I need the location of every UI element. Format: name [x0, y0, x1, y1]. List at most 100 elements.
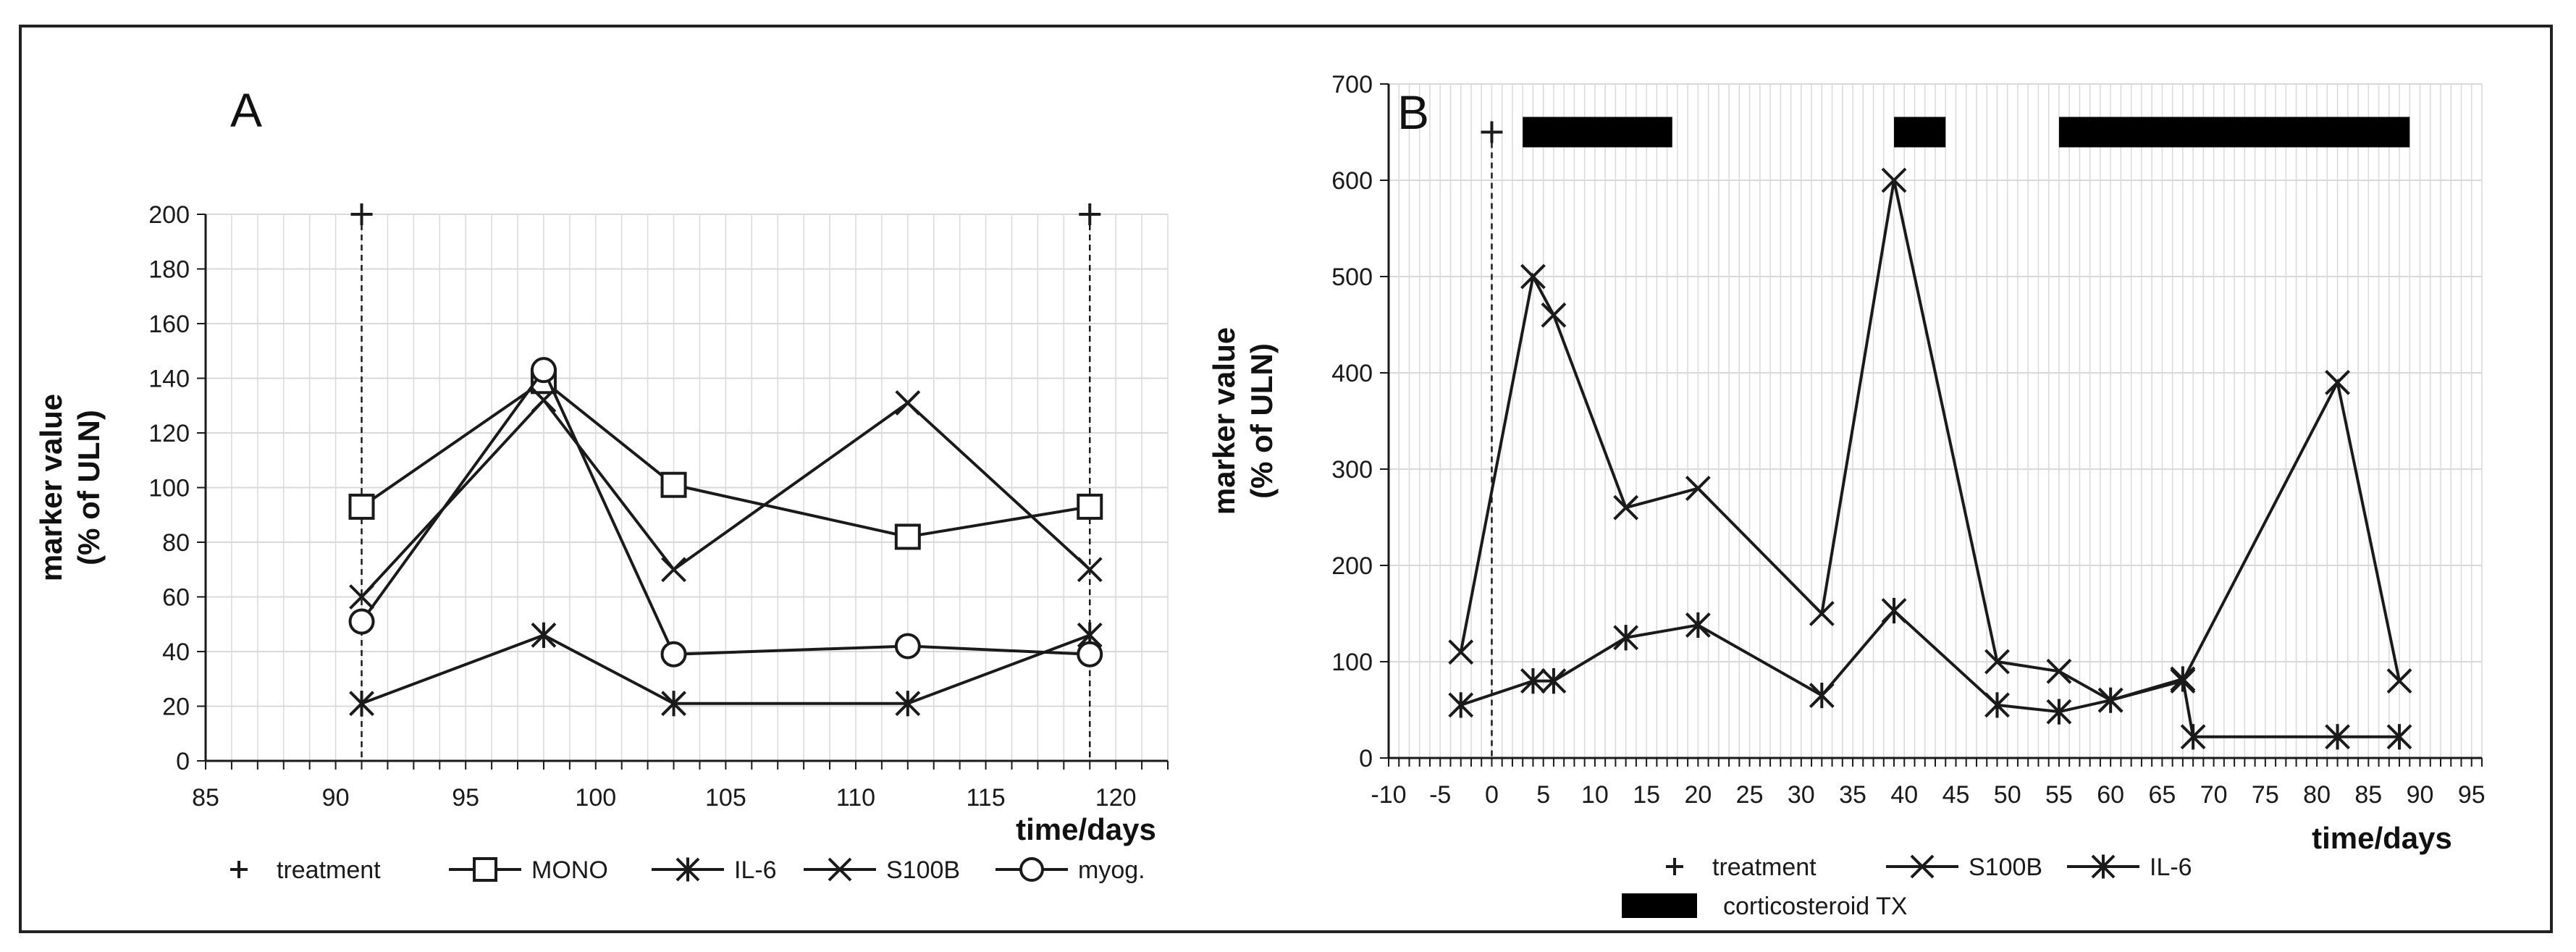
data-point [894, 633, 921, 660]
legend-marker [1019, 857, 1044, 882]
legend-marker [1910, 854, 1935, 879]
marker-x [349, 584, 374, 610]
x-tick-label: -5 [1429, 781, 1451, 809]
y-tick-label: 180 [148, 256, 190, 284]
legend-marker [1666, 858, 1683, 875]
legend-label: S100B [886, 856, 960, 884]
x-tick-label: 0 [1485, 781, 1499, 809]
marker-asterisk [675, 857, 700, 882]
y-tick-label: 400 [1331, 360, 1373, 387]
data-point [2046, 699, 2072, 725]
data-point [2180, 724, 2206, 750]
data-point [1448, 639, 1474, 665]
marker-asterisk [1520, 668, 1546, 694]
x-tick-label: 30 [1788, 781, 1815, 809]
data-point [2097, 687, 2123, 713]
data-point [1448, 692, 1474, 718]
legend-item: myog. [996, 856, 1145, 884]
y-tick-label: 20 [162, 694, 190, 721]
marker-asterisk [2091, 854, 2116, 879]
marker-plus [1079, 203, 1101, 225]
marker-asterisk [661, 691, 686, 717]
x-tick-label: 70 [2200, 781, 2228, 809]
series-s100b [1448, 167, 2412, 713]
marker-asterisk [1448, 692, 1474, 718]
gridlines [1388, 83, 2483, 759]
data-point [2386, 668, 2412, 694]
marker-asterisk [349, 691, 374, 717]
x-tick-label: 55 [2045, 781, 2073, 809]
marker-circle [1077, 641, 1103, 667]
legend-label: IL-6 [734, 856, 777, 884]
x-tick-label: 90 [2407, 781, 2434, 809]
legend-item: S100B [1886, 854, 2042, 881]
marker-asterisk [1541, 668, 1567, 694]
data-point [1613, 494, 1639, 521]
marker-asterisk [2180, 724, 2206, 750]
marker-x [1809, 601, 1835, 626]
series-myog- [348, 357, 1103, 667]
y-tick-label: 80 [162, 529, 190, 557]
x-tick-label: 10 [1581, 781, 1609, 809]
data-point [895, 390, 921, 416]
y-tick-label: 500 [1331, 264, 1373, 291]
marker-x [1613, 494, 1639, 521]
legend-item: treatment [230, 856, 381, 884]
x-tick-label: 65 [2148, 781, 2176, 809]
data-point [2325, 724, 2350, 750]
marker-circle [660, 641, 687, 667]
legend-a: treatment MONO IL-6 S100B myog. [230, 856, 1145, 884]
x-tick-label: 115 [966, 784, 1005, 812]
legend-marker [230, 861, 248, 878]
data-point [660, 471, 687, 498]
x-tick-label: 80 [2303, 781, 2331, 809]
x-tick-label: -10 [1371, 781, 1406, 809]
data-point [348, 608, 375, 635]
marker-asterisk [531, 622, 557, 648]
marker-x [531, 387, 557, 413]
y-axis-label-line: (% of ULN) [1245, 343, 1279, 499]
x-tick-label: 100 [575, 784, 616, 812]
x-tick-label: 35 [1839, 781, 1866, 809]
marker-circle [894, 633, 921, 660]
x-tick-label: 105 [705, 784, 746, 812]
chart-panel-a: 0 20 40 60 80 100 120 140 160 180 200 85 90 95 100 105 1… [34, 83, 1169, 884]
y-axis-label-line: (% of ULN) [72, 410, 106, 565]
legend-marker [2091, 854, 2116, 879]
data-point [1077, 557, 1103, 583]
x-tick-label: 40 [1890, 781, 1918, 809]
legend-label: treatment [1712, 854, 1817, 881]
marker-plus [1481, 121, 1503, 143]
data-point [349, 691, 374, 717]
x-tick-label: 95 [452, 784, 479, 812]
x-tick-label: 110 [836, 784, 875, 812]
marker-x [2325, 369, 2350, 395]
marker-square [1077, 493, 1103, 520]
legend-item: IL-6 [652, 856, 777, 884]
treatment-marker [350, 203, 373, 225]
marker-asterisk [2170, 666, 2196, 692]
data-point [661, 691, 686, 717]
series-il-6 [1448, 597, 2412, 750]
y-tick-label: 140 [148, 366, 190, 393]
legend-item: corticosteroid TX [1622, 893, 1907, 920]
data-point [1077, 641, 1103, 667]
data-point [530, 357, 557, 384]
legend-bar [1622, 893, 1697, 918]
marker-x [661, 557, 686, 583]
x-tick-label: 120 [1095, 784, 1137, 812]
data-point [2046, 658, 2072, 684]
x-tick-label: 85 [2354, 781, 2382, 809]
marker-square [348, 493, 375, 520]
data-point [1809, 682, 1835, 709]
marker-x [1077, 557, 1103, 583]
series-line [1460, 608, 2400, 738]
data-point [1984, 649, 2010, 675]
marker-asterisk [1881, 597, 1907, 624]
corticosteroid-bar [1894, 117, 1946, 148]
series-line [1459, 180, 2401, 702]
marker-x [828, 857, 852, 882]
data-point [894, 523, 921, 550]
y-tick-label: 100 [1331, 649, 1373, 676]
data-point [1685, 612, 1711, 639]
